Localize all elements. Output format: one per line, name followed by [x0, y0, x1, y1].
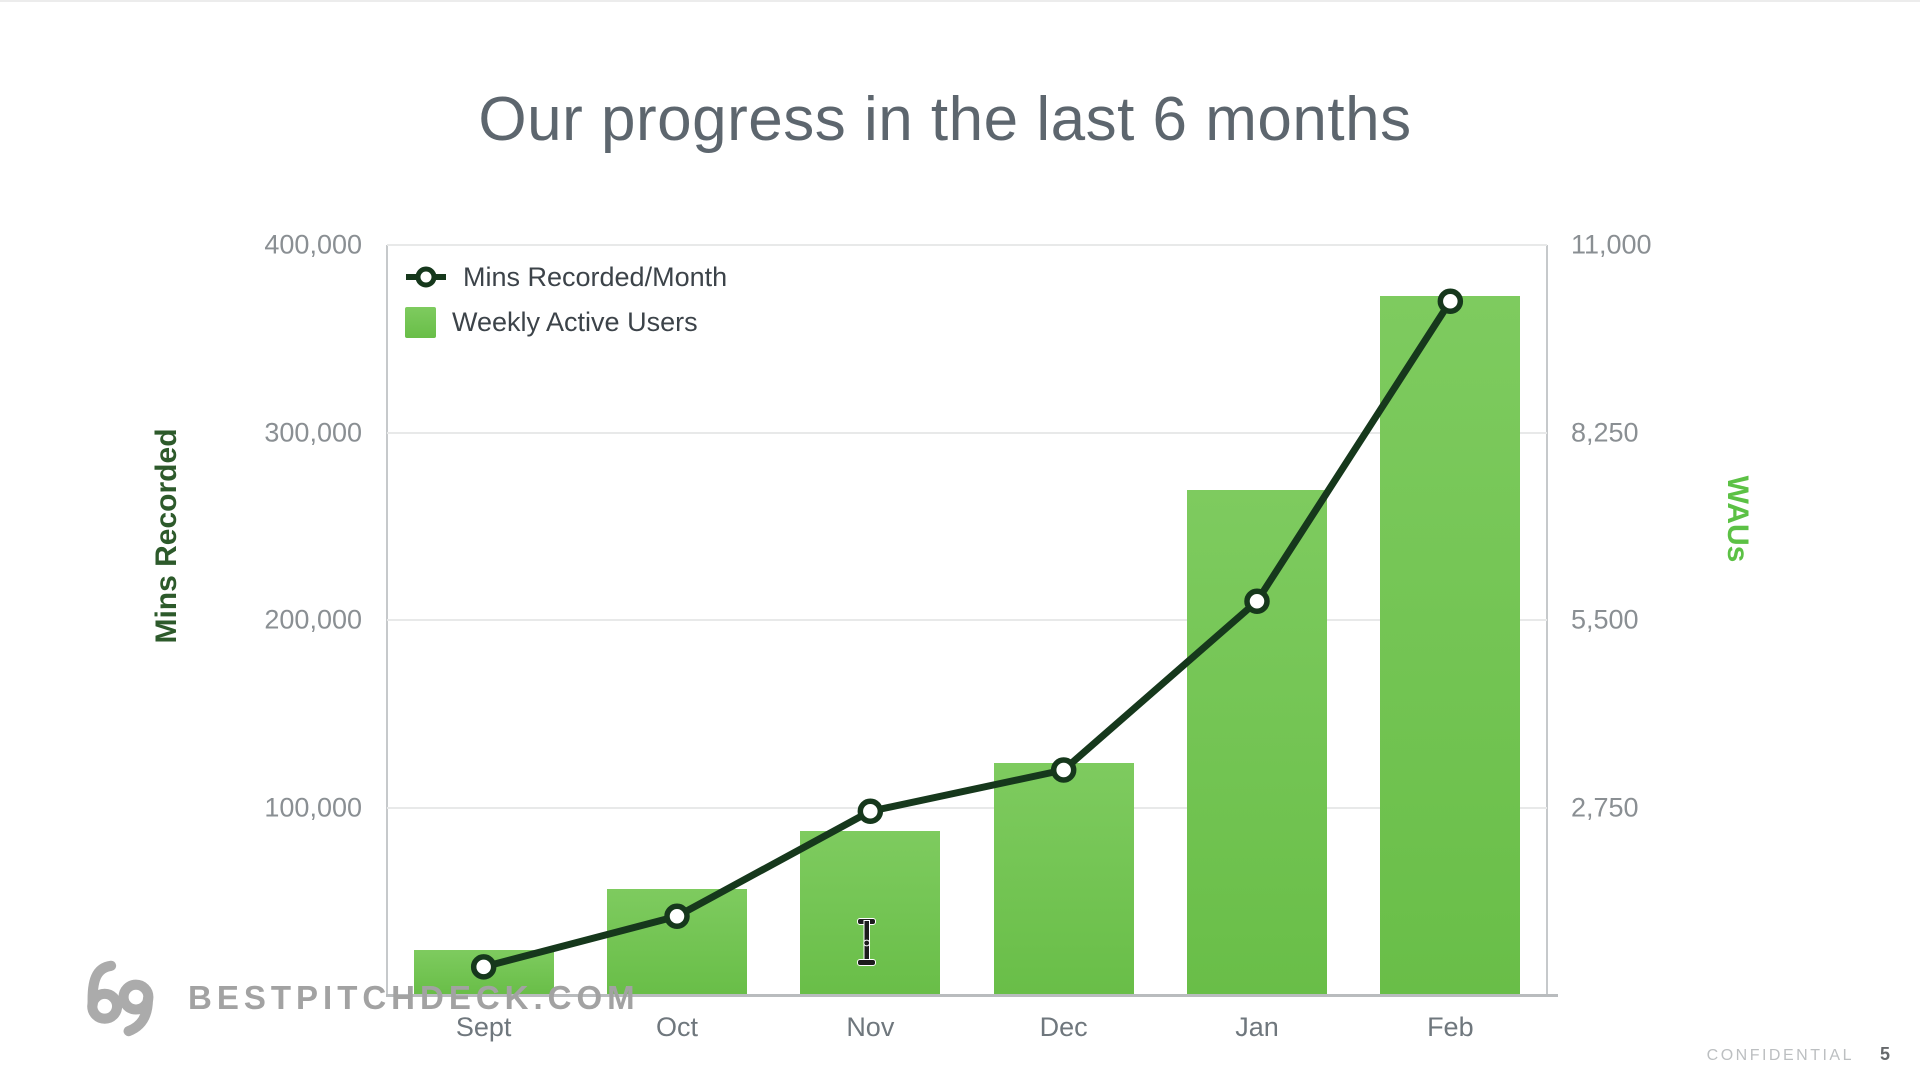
slide-title: Our progress in the last 6 months: [478, 85, 1412, 154]
slide-footer: CONFIDENTIAL 5: [1707, 1044, 1890, 1065]
chart-legend: Mins Recorded/Month Weekly Active Users: [405, 258, 727, 341]
bar-feb: [1380, 296, 1521, 994]
gridline: [387, 806, 1547, 809]
legend-label-waus: Weekly Active Users: [452, 306, 698, 337]
bp-logo-icon: [87, 960, 154, 1037]
bar-dec: [993, 763, 1134, 994]
gridline: [387, 619, 1547, 621]
right-axis-tick-label: 2,750: [1571, 792, 1639, 822]
confidential-label: CONFIDENTIAL: [1706, 1047, 1854, 1064]
category-label-feb: Feb: [1427, 1012, 1474, 1042]
right-axis-tick-label: 8,250: [1571, 417, 1639, 447]
line-point-nov: [857, 798, 884, 824]
right-axis-title: WAUs: [1721, 475, 1754, 563]
bar-jan: [1187, 490, 1327, 994]
legend-label-mins: Mins Recorded/Month: [463, 261, 728, 292]
gridline: [387, 431, 1547, 434]
right-axis-line: [1546, 245, 1548, 996]
page-number: 5: [1879, 1044, 1890, 1064]
watermark-text: BESTPITCHDECK.COM: [188, 979, 640, 1016]
right-axis-tick-label: 11,000: [1571, 229, 1652, 260]
left-axis-tick-label: 400,000: [264, 229, 362, 260]
category-label-jan: Jan: [1235, 1012, 1279, 1042]
category-label-dec: Dec: [1039, 1012, 1088, 1042]
right-axis-tick-label: 5,500: [1571, 604, 1639, 635]
category-label-oct: Oct: [655, 1012, 698, 1042]
bar-nov: [800, 831, 941, 994]
line-series-marker-icon: [406, 266, 446, 288]
watermark: BESTPITCHDECK.COM: [78, 958, 640, 1038]
x-axis-line: [386, 994, 1558, 997]
category-label-nov: Nov: [846, 1012, 895, 1042]
category-label-sept: Sept: [455, 1012, 512, 1042]
left-axis-tick-label: 200,000: [264, 604, 362, 635]
left-axis-tick-label: 100,000: [264, 792, 362, 822]
left-axis-title: Mins Recorded: [150, 428, 183, 644]
gridline: [387, 244, 1547, 246]
text-cursor-icon: [857, 918, 876, 966]
legend-row-bar: Weekly Active Users: [405, 303, 727, 341]
legend-row-line: Mins Recorded/Month: [405, 258, 727, 296]
bar-series-swatch-icon: [405, 306, 436, 338]
left-axis-tick-label: 300,000: [264, 417, 362, 447]
